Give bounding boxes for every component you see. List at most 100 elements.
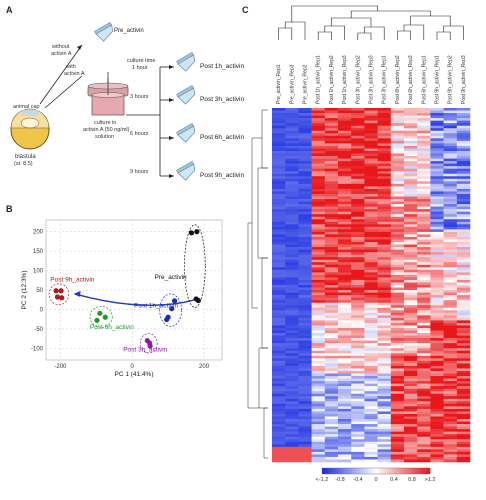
heatmap-cell — [311, 391, 326, 395]
heatmap-cell — [390, 403, 405, 407]
heatmap-cell — [430, 429, 444, 432]
heatmap-cell — [298, 166, 312, 169]
heatmap-cell — [324, 426, 339, 430]
heatmap-cell — [272, 403, 286, 407]
heatmap-cell — [351, 368, 365, 372]
heatmap-cell — [377, 348, 392, 352]
heatmap-cell — [443, 277, 458, 281]
heatmap-cell — [443, 421, 458, 425]
heatmap-cell — [456, 123, 471, 126]
heatmap-cell — [443, 333, 458, 336]
panel-a-label: A — [6, 5, 13, 15]
heatmap-cell — [311, 365, 326, 369]
heatmap-cell — [285, 376, 299, 379]
heatmap-cell — [404, 224, 418, 228]
heatmap-cell — [298, 285, 312, 288]
heatmap-cell — [456, 302, 471, 306]
heatmap-cell — [324, 391, 339, 395]
heatmap-cell — [285, 441, 299, 445]
heatmap-cell — [311, 209, 326, 212]
heatmap-cell — [390, 277, 405, 281]
legend-swatch — [400, 468, 404, 474]
heatmap-cell — [311, 424, 326, 427]
heatmap-cell — [272, 123, 286, 126]
heatmap-cell — [364, 120, 378, 124]
heatmap-cell — [404, 135, 418, 139]
heatmap-cell — [324, 416, 339, 420]
heatmap-cell — [351, 216, 365, 220]
heatmap-cell — [390, 312, 405, 316]
heatmap-cell — [377, 254, 392, 258]
heatmap-cell — [404, 419, 418, 422]
heatmap-cell — [390, 340, 405, 344]
heatmap-cell — [324, 333, 339, 336]
heatmap-cell — [324, 441, 339, 445]
heatmap-cell — [285, 287, 299, 291]
heatmap-cell — [311, 191, 326, 195]
heatmap-cell — [404, 330, 418, 334]
heatmap-cell — [272, 199, 286, 202]
heatmap-cell — [351, 381, 365, 384]
heatmap-cell — [338, 201, 352, 205]
heatmap-cell — [390, 327, 405, 331]
heatmap-cell — [390, 178, 405, 182]
heatmap-cell — [338, 259, 352, 263]
heatmap-cell — [456, 408, 471, 412]
heatmap-cell — [364, 257, 378, 261]
heatmap-cell — [364, 224, 378, 228]
heatmap-cell — [443, 183, 458, 187]
heatmap-cell — [430, 138, 444, 142]
heatmap-cell — [417, 130, 431, 134]
heatmap-cell — [351, 348, 365, 352]
heatmap-cell — [351, 327, 365, 331]
heatmap-cell — [377, 128, 392, 132]
heatmap-cell — [377, 236, 392, 240]
heatmap-cell — [404, 376, 418, 379]
heatmap-cell — [272, 252, 286, 255]
heatmap-cell — [364, 128, 378, 132]
heatmap-cell — [338, 226, 352, 230]
row-dendrogram — [247, 109, 268, 459]
heatmap-cell — [430, 221, 444, 225]
column-label: Post 3h_activin_Rep1 — [382, 55, 388, 104]
heatmap-cell — [417, 282, 431, 286]
heatmap-cell — [417, 244, 431, 248]
heatmap-cell — [324, 403, 339, 407]
heatmap-cell — [298, 365, 312, 369]
heatmap-cell — [272, 242, 286, 245]
heatmap-cell — [443, 231, 458, 235]
heatmap-cell — [377, 315, 392, 319]
heatmap-cell — [364, 214, 378, 218]
heatmap-cell — [417, 388, 431, 392]
heatmap-cell — [443, 355, 458, 359]
heatmap-cell — [338, 370, 352, 374]
heatmap-cell — [272, 183, 286, 187]
heatmap-cell — [285, 257, 299, 261]
heatmap-cell — [430, 123, 444, 126]
heatmap-cell — [404, 267, 418, 271]
heatmap-cell — [430, 441, 444, 445]
heatmap-cell — [430, 363, 444, 367]
heatmap-cell — [298, 168, 312, 172]
heatmap-cell — [272, 285, 286, 288]
heatmap-cell — [364, 297, 378, 301]
dendrogram-link — [278, 27, 293, 40]
heatmap-cell — [377, 234, 392, 238]
heatmap-cell — [377, 252, 392, 255]
heatmap-cell — [430, 168, 444, 172]
heatmap-cell — [311, 408, 326, 412]
heatmap-cell — [311, 183, 326, 187]
heatmap-cell — [456, 353, 471, 357]
group-label: Pre_activin — [154, 274, 187, 281]
heatmap-cell — [417, 158, 431, 162]
heatmap-cell — [338, 272, 352, 276]
heatmap-cell — [324, 424, 339, 427]
heatmap-cell — [285, 368, 299, 372]
heatmap-cell — [364, 125, 378, 129]
heatmap-cell — [377, 201, 392, 205]
heatmap-cell — [351, 406, 365, 410]
heatmap-cell — [377, 123, 392, 126]
heatmap-cell — [324, 343, 339, 346]
heatmap-cell — [430, 130, 444, 134]
heatmap-cell — [377, 297, 392, 301]
